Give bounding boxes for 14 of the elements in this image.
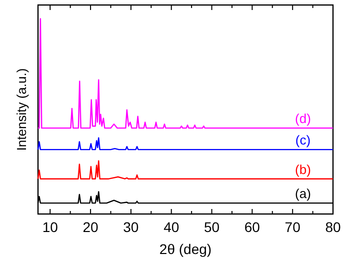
series-label: (c)	[295, 132, 311, 148]
x-tick-label: 70	[284, 219, 301, 235]
y-axis-title: Intensity (a.u.)	[14, 68, 29, 151]
x-tick-label: 40	[164, 219, 180, 235]
x-tick-label: 20	[82, 219, 99, 235]
series-label: (d)	[295, 111, 311, 126]
x-tick-label: 30	[123, 219, 139, 235]
series-label: (a)	[295, 186, 311, 202]
x-axis-title: 2θ (deg)	[159, 241, 212, 257]
x-tick-label: 10	[42, 219, 58, 235]
x-tick-label: 50	[204, 219, 220, 235]
x-tick-label: 80	[325, 219, 341, 235]
series-label: (b)	[295, 162, 311, 177]
x-tick-label: 60	[244, 219, 260, 235]
